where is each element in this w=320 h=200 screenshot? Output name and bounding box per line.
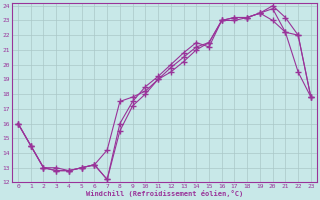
X-axis label: Windchill (Refroidissement éolien,°C): Windchill (Refroidissement éolien,°C) xyxy=(86,190,243,197)
